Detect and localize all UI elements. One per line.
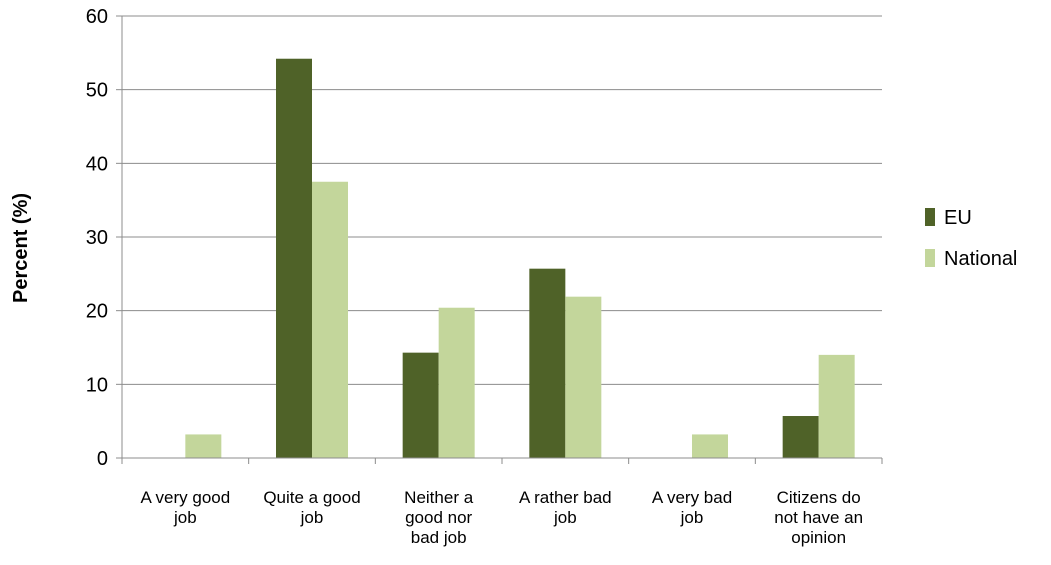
bar-eu-5	[782, 416, 819, 458]
bar-national-3	[565, 296, 602, 458]
x-tick-labels: A very good job Quite a good job Neither a go…	[140, 488, 863, 547]
y-tick-labels: 0 10 20 30 40 50 60	[86, 6, 108, 470]
legend-swatch-national	[925, 249, 935, 267]
y-tick-label: 10	[86, 374, 108, 396]
bar-national-0	[185, 434, 222, 458]
legend-label-eu: EU	[944, 207, 972, 229]
y-tick-label: 40	[86, 153, 108, 175]
bar-national-2	[438, 307, 475, 458]
y-axis-label: Percent (%)	[10, 193, 32, 303]
x-tick-label: Quite a good job	[263, 488, 360, 527]
x-tick-label: A rather bad job	[519, 488, 612, 527]
bar-national-1	[312, 181, 348, 458]
legend: EU National	[925, 207, 1017, 270]
y-tick-label: 30	[86, 227, 108, 249]
x-tick-label: Citizens do not have an opinion	[774, 488, 863, 547]
bar-national-4	[692, 434, 728, 458]
legend-swatch-eu	[925, 208, 935, 226]
x-tick-label: Neither a good nor bad job	[404, 488, 474, 547]
y-tick-label: 60	[86, 6, 108, 28]
bar-national-5	[818, 354, 855, 458]
bar-eu-2	[402, 352, 439, 458]
x-tick-label: A very good job	[140, 488, 230, 527]
bar-eu-1	[276, 58, 312, 459]
gridlines	[122, 15, 882, 385]
y-tick-label: 0	[97, 448, 108, 470]
y-tick-label: 50	[86, 80, 108, 102]
bar-eu-3	[529, 268, 566, 458]
y-tick-label: 20	[86, 301, 108, 323]
axes	[116, 15, 883, 464]
x-tick-label: A very bad job	[652, 488, 732, 527]
legend-label-national: National	[944, 248, 1017, 270]
bars	[185, 58, 855, 459]
